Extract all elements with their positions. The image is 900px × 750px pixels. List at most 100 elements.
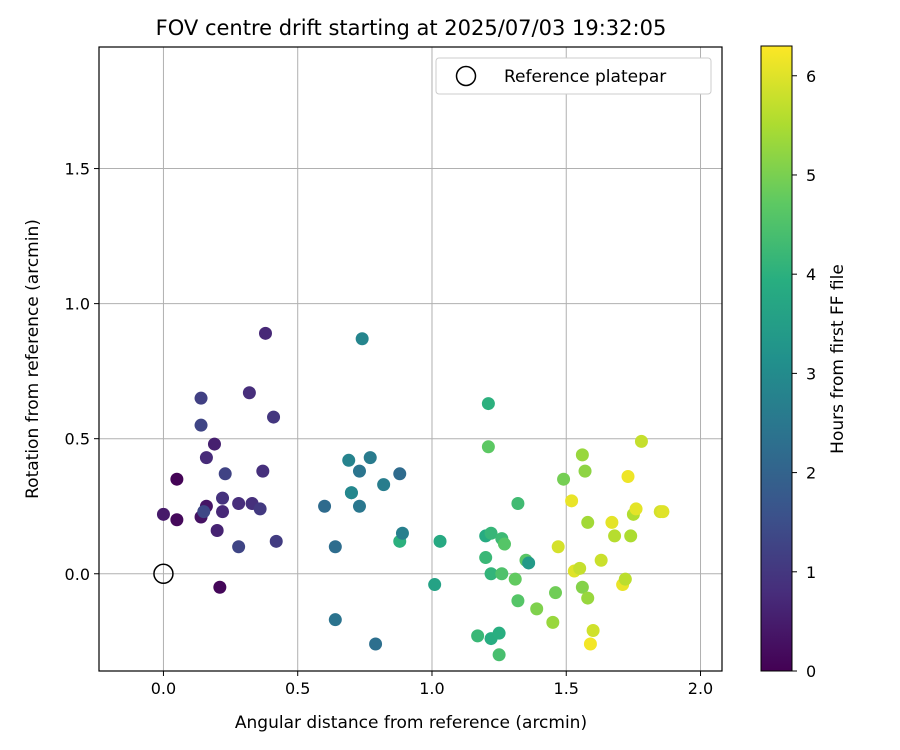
data-point xyxy=(586,623,600,637)
colorbar-tick-label: 2 xyxy=(806,464,816,483)
data-point xyxy=(484,526,498,540)
data-point xyxy=(369,637,383,651)
data-point xyxy=(395,526,409,540)
data-point xyxy=(511,594,525,608)
data-point xyxy=(328,540,342,554)
data-point xyxy=(328,613,342,627)
data-point xyxy=(508,572,522,586)
data-point xyxy=(583,637,597,651)
y-axis-ticks: 0.0 0.5 1.0 1.5 xyxy=(65,160,99,584)
data-point xyxy=(194,391,208,405)
legend: Reference platepar xyxy=(435,57,712,95)
x-tick-label: 2.0 xyxy=(688,679,713,698)
x-tick-label: 1.5 xyxy=(554,679,579,698)
data-point xyxy=(242,386,256,400)
data-point xyxy=(594,553,608,567)
x-axis-ticks: 0.0 0.5 1.0 1.5 2.0 xyxy=(151,671,713,698)
data-point xyxy=(629,502,643,516)
x-tick-label: 0.5 xyxy=(285,679,310,698)
data-point xyxy=(634,434,648,448)
data-point xyxy=(216,505,230,519)
y-gridlines xyxy=(99,168,722,575)
data-points xyxy=(156,326,670,662)
data-point xyxy=(377,478,391,492)
data-point xyxy=(433,534,447,548)
data-point xyxy=(344,486,358,500)
data-point xyxy=(573,561,587,575)
data-point xyxy=(258,326,272,340)
data-point xyxy=(575,580,589,594)
data-point xyxy=(210,524,224,538)
data-point xyxy=(471,629,485,643)
data-point xyxy=(581,591,595,605)
data-point xyxy=(232,497,246,511)
data-point xyxy=(618,572,632,586)
legend-reference-marker xyxy=(455,65,477,87)
data-point xyxy=(578,464,592,478)
legend-reference-label: Reference platepar xyxy=(504,67,666,87)
data-point xyxy=(352,499,366,513)
data-point xyxy=(213,580,227,594)
x-tick-label: 0.0 xyxy=(151,679,176,698)
data-point xyxy=(530,602,544,616)
data-point xyxy=(363,451,377,465)
data-point xyxy=(170,513,184,527)
data-point xyxy=(575,448,589,462)
data-point xyxy=(481,440,495,454)
data-point xyxy=(479,551,493,565)
y-tick-label: 1.0 xyxy=(65,295,90,314)
data-point xyxy=(218,467,232,481)
colorbar-tick-label: 0 xyxy=(806,662,816,681)
data-point xyxy=(511,497,525,511)
data-point xyxy=(522,556,536,570)
y-tick-label: 0.0 xyxy=(65,565,90,584)
data-point xyxy=(352,464,366,478)
data-point xyxy=(393,467,407,481)
data-point xyxy=(621,470,635,484)
colorbar-tick-label: 1 xyxy=(806,563,816,582)
colorbar: 0 1 2 3 4 5 6 Hours from first FF file xyxy=(760,45,848,681)
data-point xyxy=(170,472,184,486)
data-point xyxy=(484,567,498,581)
colorbar-label: Hours from first FF file xyxy=(828,264,848,454)
chart-title: FOV centre drift starting at 2025/07/03 … xyxy=(156,16,667,40)
x-gridlines xyxy=(162,47,702,671)
data-point xyxy=(495,567,509,581)
data-point xyxy=(216,491,230,505)
data-point xyxy=(197,505,211,519)
y-tick-label: 0.5 xyxy=(65,430,90,449)
data-point xyxy=(549,586,563,600)
data-point xyxy=(608,529,622,543)
x-axis-label: Angular distance from reference (arcmin) xyxy=(235,713,587,733)
data-point xyxy=(318,499,332,513)
data-point xyxy=(546,615,560,629)
data-point xyxy=(256,464,270,478)
reference-platepar-marker xyxy=(153,563,174,585)
y-axis-label: Rotation from reference (arcmin) xyxy=(23,219,43,499)
data-point xyxy=(581,515,595,529)
data-point xyxy=(428,578,442,592)
plot-area-frame xyxy=(98,46,723,672)
data-point xyxy=(232,540,246,554)
data-point xyxy=(156,507,170,521)
data-point xyxy=(565,494,579,508)
data-point xyxy=(207,437,221,451)
colorbar-tick-label: 4 xyxy=(806,265,816,284)
data-point xyxy=(194,418,208,432)
data-point xyxy=(624,529,638,543)
y-tick-label: 1.5 xyxy=(65,160,90,179)
data-point xyxy=(497,537,511,551)
colorbar-tick-label: 5 xyxy=(806,166,816,185)
data-point xyxy=(355,332,369,346)
colorbar-tick-label: 6 xyxy=(806,67,816,86)
data-point xyxy=(492,626,506,640)
data-point xyxy=(342,453,356,467)
colorbar-gradient xyxy=(760,45,793,672)
data-point xyxy=(267,410,281,424)
data-point xyxy=(269,534,283,548)
data-point xyxy=(199,451,213,465)
colorbar-ticks: 0 1 2 3 4 5 6 xyxy=(792,67,816,681)
legend-box xyxy=(435,57,712,95)
data-point xyxy=(605,515,619,529)
